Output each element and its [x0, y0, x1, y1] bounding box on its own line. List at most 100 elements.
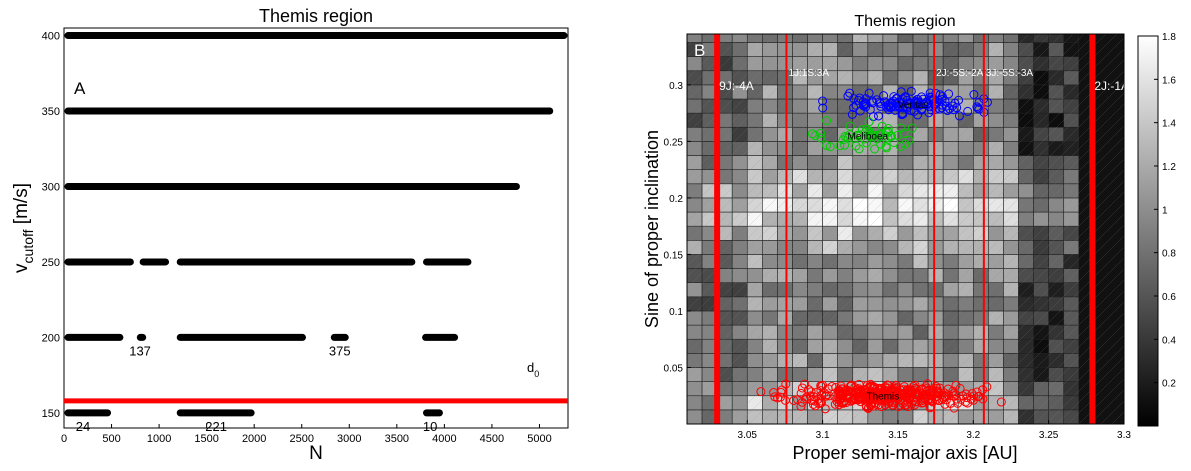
- heatmap-cell: [927, 254, 944, 269]
- family-point-meliboea: [896, 142, 906, 152]
- family-point-meliboea: [840, 140, 850, 150]
- heatmap-cell: [822, 240, 838, 255]
- family-point-themis: [907, 386, 917, 396]
- family-point-veritas: [928, 96, 938, 106]
- y-tick-label-400: 400: [42, 31, 60, 43]
- family-point-themis: [996, 397, 1006, 407]
- resonance-label-2: 2J:-5S:-2A: [936, 68, 984, 79]
- heatmap-cell: [837, 197, 854, 213]
- heatmap-cell: [852, 155, 869, 170]
- heatmap-cell: [973, 324, 989, 340]
- heatmap-cell: [957, 197, 974, 213]
- hatch-line: [990, 290, 1124, 424]
- heatmap-cell: [777, 112, 793, 128]
- heatmap-cell: [1033, 98, 1049, 114]
- heatmap-cell: [988, 409, 1004, 424]
- heatmap-cell: [807, 225, 823, 241]
- heatmap-cell: [687, 395, 703, 411]
- family-point-meliboea: [883, 127, 893, 137]
- family-point-themis: [883, 383, 893, 393]
- colorbar-tick-label-1: 1: [1162, 205, 1168, 216]
- heatmap-cell: [852, 34, 869, 43]
- heatmap-cell: [927, 324, 944, 340]
- hatch-line: [687, 34, 876, 223]
- family-point-themis: [881, 395, 891, 405]
- hatch-line: [825, 125, 1124, 424]
- heatmap-cell: [927, 282, 944, 298]
- heatmap-cell: [957, 338, 974, 354]
- heatmap-cell: [882, 183, 899, 199]
- heatmap-cell: [1048, 240, 1065, 255]
- family-point-meliboea: [907, 123, 917, 133]
- heatmap-cell: [777, 169, 793, 185]
- heatmap-cell: [852, 70, 869, 86]
- annotation-10: 10: [423, 419, 437, 434]
- heatmap-cell: [867, 56, 884, 72]
- family-point-themis: [928, 397, 938, 407]
- family-point-veritas: [880, 97, 890, 107]
- heatmap-cell: [1018, 240, 1034, 255]
- heatmap-cell: [1003, 42, 1019, 57]
- heatmap-cell: [988, 84, 1004, 100]
- family-point-themis: [946, 398, 956, 408]
- panel-b-title: Themis region: [854, 13, 955, 30]
- family-point-themis: [894, 402, 904, 412]
- heatmap-cell: [882, 42, 899, 57]
- heatmap-cell: [942, 211, 959, 227]
- heatmap-cell: [882, 338, 899, 354]
- heatmap-cell: [807, 155, 823, 170]
- panel-a-x-label: N: [309, 443, 323, 464]
- annotation-137: 137: [129, 344, 151, 359]
- heatmap-cell: [822, 84, 838, 100]
- heatmap-cell: [687, 225, 703, 241]
- panel-a-plot-area: [63, 27, 569, 429]
- heatmap-cell: [973, 197, 989, 213]
- heatmap-cell: [957, 141, 974, 156]
- family-point-themis: [943, 390, 953, 400]
- family-point-themis: [962, 393, 972, 403]
- heatmap-cell: [762, 409, 778, 424]
- heatmap-cell: [973, 282, 989, 298]
- heatmap-cell: [1003, 112, 1019, 128]
- family-point-meliboea: [822, 140, 832, 150]
- hatch-line: [687, 34, 854, 201]
- resonance-label-4: 2J:-1A: [1094, 79, 1129, 93]
- heatmap-cell: [988, 34, 1004, 43]
- panel-b-y-ticks: 0.05 0.1 0.15 0.2 0.25 0.3: [664, 81, 691, 374]
- heatmap-cell: [1003, 381, 1019, 397]
- panel-a-y-ticks: 150 200 250 300 350 400: [42, 31, 68, 420]
- heatmap-cell: [973, 126, 989, 142]
- hatch-line: [880, 180, 1124, 424]
- heatmap-cell: [837, 324, 854, 340]
- heatmap-cell: [1033, 126, 1049, 142]
- heatmap-cell: [837, 211, 854, 227]
- heatmap-cell: [897, 409, 914, 424]
- heatmap-cell: [973, 169, 989, 185]
- y-tick-label-350: 350: [42, 106, 60, 118]
- family-point-veritas: [883, 100, 893, 110]
- family-label-meliboea: Meliboea: [848, 132, 889, 143]
- heatmap-cell: [746, 197, 763, 213]
- heatmap-cell: [792, 324, 808, 340]
- heatmap-cell: [1063, 338, 1080, 354]
- heatmap-cell: [957, 34, 974, 43]
- heatmap-cell: [762, 141, 778, 156]
- family-label-themis: Themis: [866, 392, 899, 403]
- heatmap-cell: [1048, 141, 1065, 156]
- heatmap-cell: [762, 268, 778, 283]
- heatmap-cell: [731, 98, 748, 114]
- heatmap-cell: [746, 353, 763, 368]
- heatmap-cell: [1003, 409, 1019, 424]
- hatch-line: [814, 114, 1124, 424]
- heatmap-cell: [867, 254, 884, 269]
- heatmap-cell: [1033, 282, 1049, 298]
- heatmap-cell: [1048, 211, 1065, 227]
- heatmap-cell: [792, 155, 808, 170]
- heatmap-cell: [1033, 84, 1049, 100]
- hatch-line: [687, 34, 821, 168]
- b-y-tick-label-0.1: 0.1: [669, 307, 683, 318]
- heatmap-cell: [1063, 240, 1080, 255]
- heatmap-cell: [1063, 268, 1080, 283]
- colorbar: [1137, 35, 1159, 427]
- family-point-themis: [816, 398, 826, 408]
